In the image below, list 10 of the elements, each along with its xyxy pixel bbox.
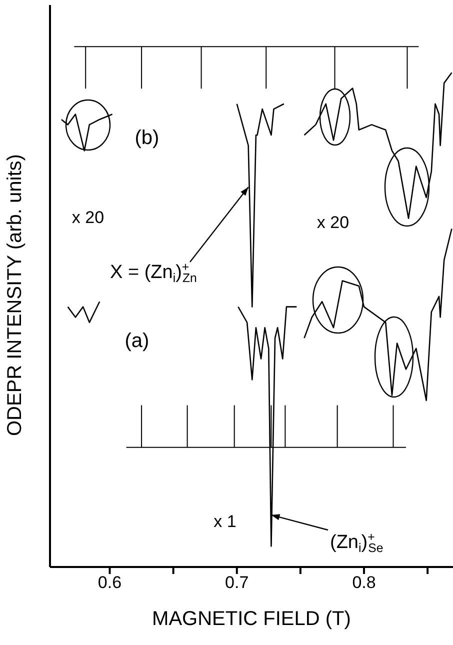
y-axis-title: ODEPR INTENSITY (arb. units) [4,154,26,436]
annotation: x 20 [316,213,350,232]
annotation: x 1 [214,512,236,531]
x-axis-title: MAGNETIC FIELD (T) [152,608,351,630]
x-tick-label: 0.8 [352,573,376,592]
annotation: (b) [134,127,160,149]
x-tick-label: 0.7 [225,573,249,592]
annotation: x 20 [72,208,104,227]
x-tick-label: 0.6 [98,573,122,592]
annotation: (a) [124,330,150,352]
